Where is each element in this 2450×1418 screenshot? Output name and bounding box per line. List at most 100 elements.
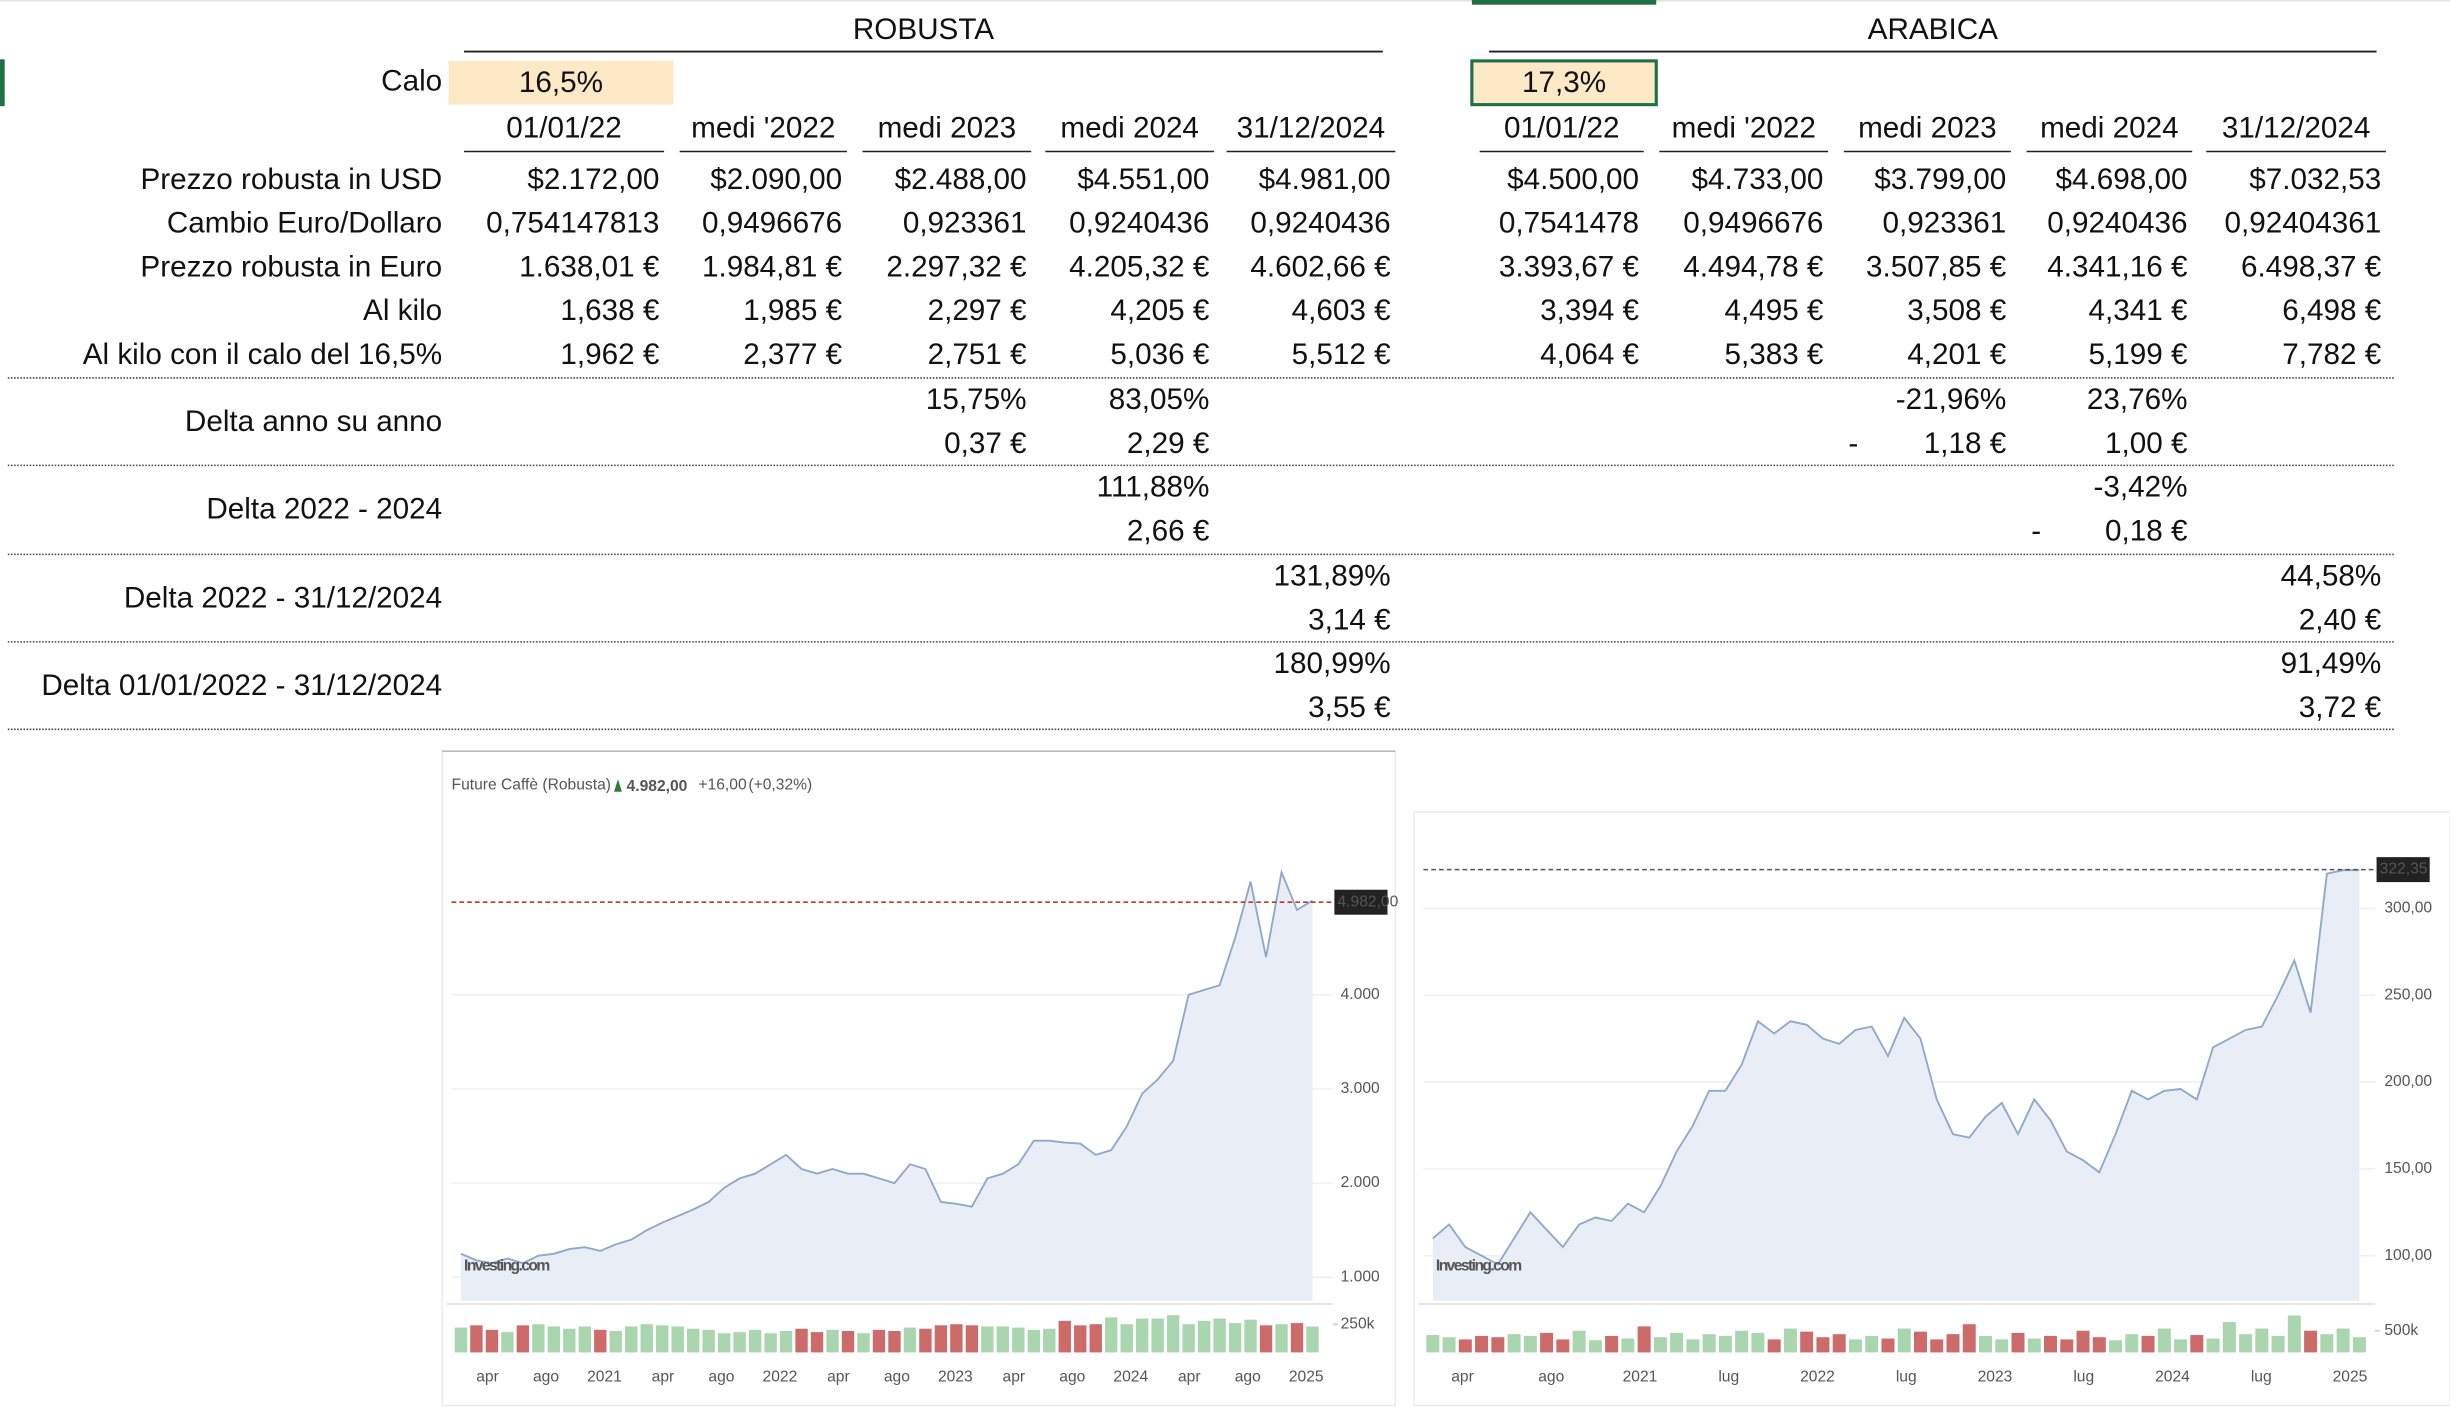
volume-bar	[1197, 1320, 1211, 1353]
volume-bar	[1043, 1328, 1056, 1353]
volume-bar	[609, 1330, 622, 1353]
cell: $4.500,00	[1507, 163, 1639, 196]
volume-bar	[1897, 1328, 1911, 1353]
cell: 180,99%	[1274, 647, 1391, 680]
x-tick-label: lug	[2251, 1369, 2272, 1386]
x-tick-label: ago	[1538, 1369, 1564, 1386]
volume-bar	[857, 1333, 870, 1353]
volume-bar	[1426, 1335, 1440, 1353]
chart-change: +16,00	[698, 777, 747, 794]
volume-bar	[2076, 1330, 2090, 1353]
cell: $4.981,00	[1259, 163, 1391, 196]
area	[460, 872, 1313, 1301]
y-tick-label: 3.000	[1341, 1080, 1380, 1097]
cell: 4.341,16 €	[2047, 250, 2188, 283]
cell: 111,88%	[1097, 471, 1210, 504]
volume-bar	[1507, 1334, 1521, 1353]
volume-bar	[702, 1329, 715, 1353]
cell: 0,923361	[1883, 207, 2007, 240]
volume-bar	[1089, 1324, 1102, 1353]
row-label: Prezzo robusta in Euro	[140, 250, 442, 283]
x-tick-label: ago	[884, 1369, 910, 1386]
volume-bar	[516, 1325, 530, 1353]
volume-bar	[2109, 1340, 2123, 1353]
x-tick-label: apr	[1003, 1369, 1026, 1386]
cell: 3,55 €	[1308, 691, 1391, 724]
cell: 1.984,81 €	[702, 250, 843, 283]
column-header: medi 2024	[2040, 111, 2179, 144]
volume-bar	[2352, 1337, 2366, 1353]
volume-bar	[1767, 1339, 1781, 1353]
last-price-label: 4.982,00	[1338, 893, 1399, 910]
calo-value: 16,5%	[519, 66, 603, 99]
price-line	[460, 868, 1313, 1265]
volume-bar	[919, 1328, 932, 1353]
delta-label: Delta 2022 - 2024	[206, 493, 442, 526]
y-tick-label: 1.000	[1341, 1268, 1380, 1285]
volume-bar	[996, 1326, 1010, 1353]
volume-bar	[1556, 1339, 1570, 1353]
volume-bar	[563, 1328, 576, 1353]
volume-bar	[485, 1329, 499, 1353]
volume-bar	[1012, 1327, 1025, 1353]
up-arrow	[614, 779, 622, 792]
calo-label: Calo	[381, 65, 442, 98]
cell: $2.090,00	[710, 163, 842, 196]
cell: 3.393,67 €	[1499, 250, 1640, 283]
volume-bar	[1605, 1335, 1619, 1353]
y-tick-label: 2.000	[1341, 1174, 1380, 1191]
x-tick-label: 2024	[2155, 1369, 2190, 1386]
volume-bar	[841, 1330, 855, 1353]
x-tick-label: 2022	[1800, 1369, 1835, 1386]
volume-bar	[1621, 1338, 1635, 1353]
cell: 4.602,66 €	[1250, 250, 1391, 283]
volume-bar	[1135, 1318, 1149, 1353]
calo-cell	[1470, 59, 1658, 107]
volume-bar	[2044, 1335, 2058, 1353]
cell: 0,9240436	[1069, 207, 1209, 240]
cell: 2,66 €	[1127, 514, 1210, 547]
volume-bar	[1540, 1332, 1554, 1353]
chart-price: 4.982,00	[627, 778, 688, 795]
x-tick-label: 2025	[2333, 1369, 2368, 1386]
cell: 15,75%	[926, 383, 1027, 416]
cell: 0,9496676	[702, 207, 842, 240]
cell: 5,036 €	[1110, 338, 1209, 371]
column-header: medi 2023	[878, 111, 1017, 144]
volume-bar	[1475, 1335, 1489, 1353]
volume-bar	[2206, 1338, 2220, 1353]
volume-bar	[454, 1327, 468, 1353]
volume-bar	[2239, 1334, 2253, 1353]
volume-bar	[1120, 1324, 1133, 1353]
cell: 1.638,01 €	[519, 250, 660, 283]
volume-bar	[981, 1326, 994, 1353]
volume-bar	[1074, 1325, 1087, 1353]
cell: $7.032,53	[2249, 163, 2381, 196]
volume-bar	[888, 1330, 901, 1353]
cell: 91,49%	[2281, 647, 2382, 680]
section-title: ARABICA	[1868, 13, 1998, 46]
x-tick-label: apr	[827, 1369, 850, 1386]
cell: $2.172,00	[527, 163, 659, 196]
volume-bar	[1228, 1323, 1242, 1353]
cell: 0,9496676	[1683, 207, 1823, 240]
volume-bar	[779, 1330, 793, 1353]
volume-bar	[1572, 1330, 1586, 1353]
volume-bar	[2157, 1328, 2171, 1353]
column-header: medi 2023	[1858, 111, 1997, 144]
volume-bar	[1275, 1324, 1288, 1353]
volume-bar	[656, 1325, 669, 1353]
volume-bar	[1962, 1324, 1976, 1353]
volume-bar	[1637, 1326, 1651, 1353]
volume-bar	[2271, 1335, 2285, 1353]
cell: $2.488,00	[895, 163, 1027, 196]
cell: 7,782 €	[2282, 338, 2381, 371]
cell: 1,985 €	[743, 294, 842, 327]
cell: 5,512 €	[1292, 338, 1391, 371]
x-tick-label: 2024	[1113, 1369, 1148, 1386]
last-price-tag	[1334, 889, 1388, 915]
column-header: medi '2022	[1672, 111, 1816, 144]
row-marker	[0, 59, 5, 107]
volume-tick-label: 500k	[2384, 1322, 2418, 1339]
volume-bar	[470, 1325, 483, 1353]
